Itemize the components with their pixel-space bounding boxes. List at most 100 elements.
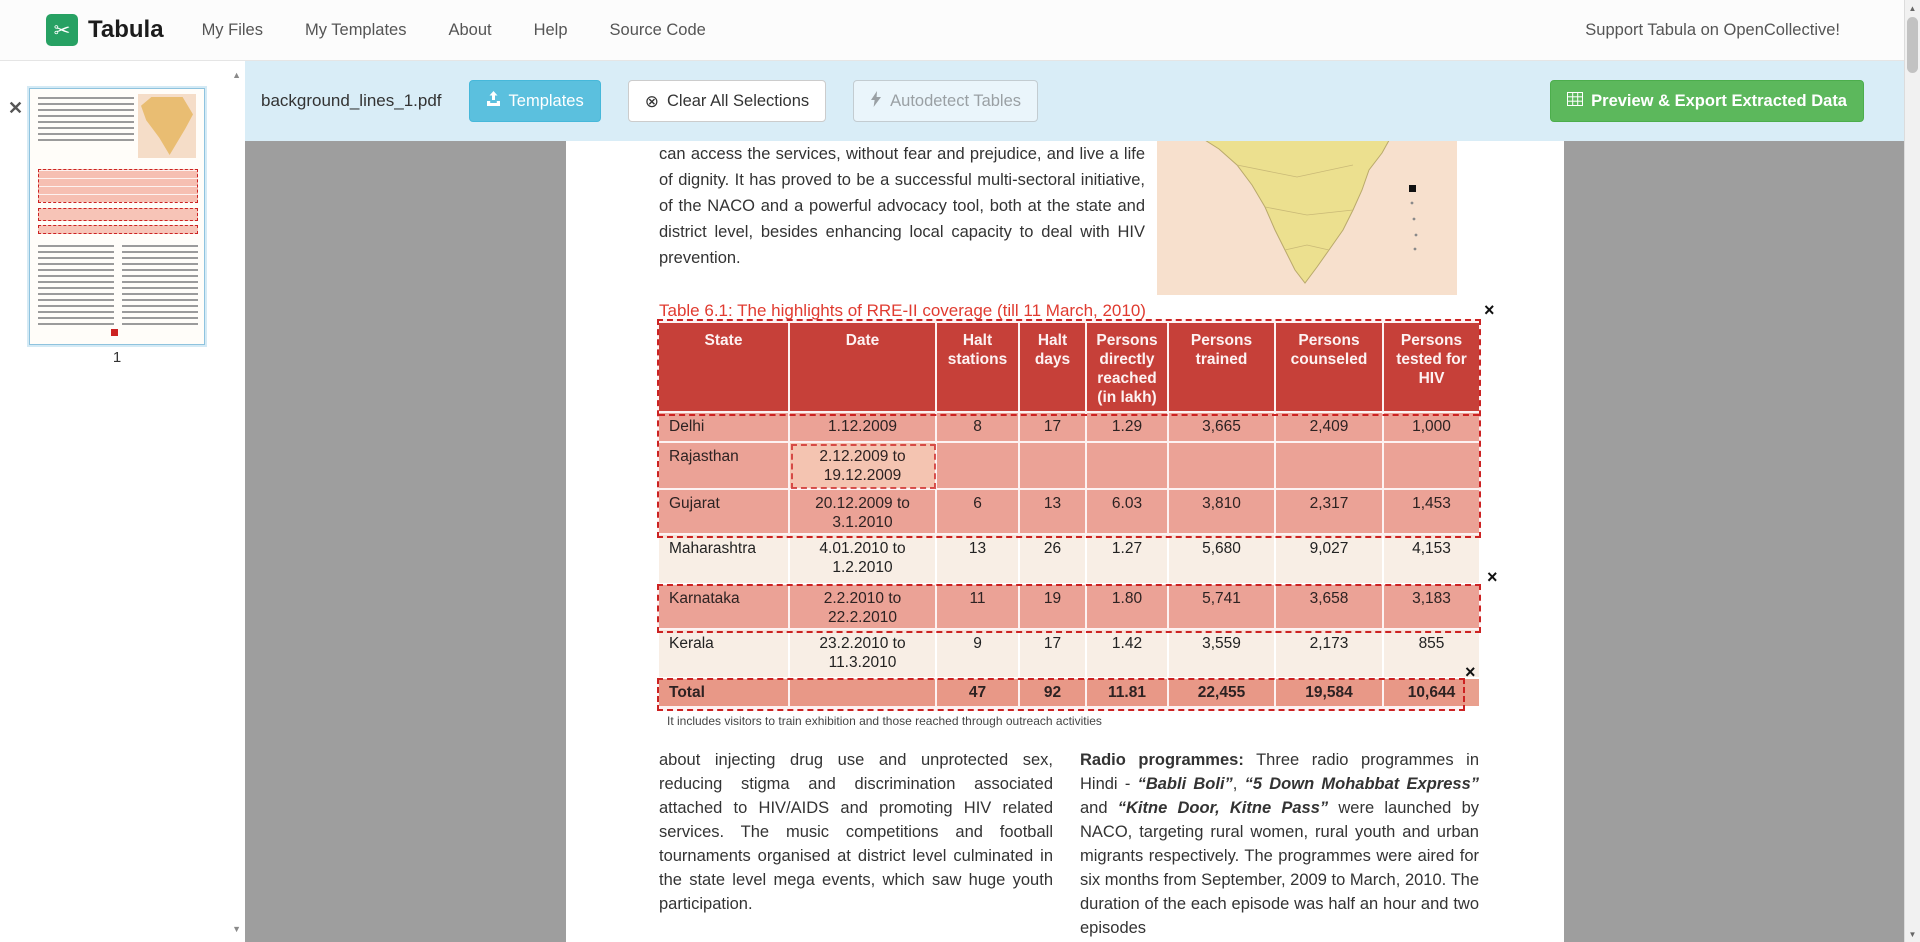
autodetect-button-label: Autodetect Tables	[890, 91, 1022, 110]
table-cell: 1,453	[1384, 490, 1479, 535]
thumbnail-selection	[38, 208, 198, 221]
table-column-header: Halt stations	[937, 323, 1020, 413]
table-cell: 11.81	[1087, 679, 1169, 708]
table-cell: 20.12.2009 to 3.1.2010	[790, 490, 937, 535]
page-thumbnail[interactable]	[29, 88, 205, 345]
scrollbar-down-icon[interactable]: ▼	[1908, 929, 1917, 939]
pdf-viewer-area: can access the services, without fear an…	[245, 141, 1904, 942]
thumbnail-marker	[111, 329, 118, 336]
remove-selection-button[interactable]: ×	[1465, 662, 1476, 682]
table-cell: 2.12.2009 to 19.12.2009	[790, 443, 937, 490]
thumbnail-text-block	[38, 97, 134, 141]
pdf-page[interactable]: can access the services, without fear an…	[566, 141, 1564, 942]
table-row: Karnataka 2.2.2010 to 22.2.2010 11 19 1.80 5,…	[659, 585, 1479, 630]
selection-divider	[659, 414, 1479, 416]
scrollbar-thumb[interactable]	[1907, 17, 1918, 73]
page-number-label: 1	[112, 349, 122, 366]
table-column-header: Persons tested for HIV	[1384, 323, 1479, 413]
page-thumbnails-sidebar: ✕ 1 ▲ ▼	[0, 61, 245, 942]
table-cell: 19	[1020, 585, 1087, 630]
table-row: Kerala 23.2.2010 to 11.3.2010 9 17 1.42 3,559…	[659, 630, 1479, 679]
top-navbar: ✂ Tabula My Files My Templates About Hel…	[0, 0, 1920, 61]
window-scrollbar[interactable]: ▲ ▼	[1904, 0, 1920, 942]
scrollbar-up-icon[interactable]: ▲	[1908, 3, 1917, 13]
tabula-logo-icon: ✂	[46, 14, 78, 46]
table-cell: 6	[937, 490, 1020, 535]
table-column-header: Persons trained	[1169, 323, 1276, 413]
filename-label: background_lines_1.pdf	[261, 91, 442, 110]
thumbnail-map-shape	[141, 97, 193, 155]
table-cell: 47	[937, 679, 1020, 708]
right-text-column: Radio programmes: Three radio programmes…	[1080, 751, 1479, 937]
autodetect-tables-button[interactable]: Autodetect Tables	[853, 80, 1039, 122]
table-column-header: Date	[790, 323, 937, 413]
table-cell: 5,680	[1169, 535, 1276, 585]
clear-selections-button[interactable]: ⊗ Clear All Selections	[627, 80, 827, 122]
table-column-header: State	[659, 323, 790, 413]
rre-coverage-table: State Date Halt stations Halt days Persons d…	[659, 323, 1479, 708]
thumbnail-map	[138, 94, 196, 158]
table-cell: 3,183	[1384, 585, 1479, 630]
table-column-header: Persons counseled	[1276, 323, 1384, 413]
table-title: Table 6.1: The highlights of RRE-II cove…	[659, 301, 1146, 320]
table-cell: Delhi	[659, 413, 790, 443]
lightning-icon	[870, 90, 882, 112]
table-cell: 9,027	[1276, 535, 1384, 585]
table-row: Rajasthan 2.12.2009 to 19.12.2009	[659, 443, 1479, 490]
remove-selection-button[interactable]: ×	[1484, 300, 1495, 320]
intro-paragraph: can access the services, without fear an…	[659, 145, 1145, 267]
table-cell: 3,658	[1276, 585, 1384, 630]
table-column-header: Persons directly reached (in lakh)	[1087, 323, 1169, 413]
table-cell: 8	[937, 413, 1020, 443]
table-cell: Total	[659, 679, 790, 708]
nav-my-files[interactable]: My Files	[201, 20, 263, 39]
left-text-column: about injecting drug use and unprotected…	[659, 751, 1053, 913]
export-button[interactable]: Preview & Export Extracted Data	[1550, 80, 1864, 122]
nav-help[interactable]: Help	[533, 20, 568, 39]
table-cell: 1.27	[1087, 535, 1169, 585]
table-cell	[790, 679, 937, 708]
india-map-figure	[1157, 141, 1457, 295]
close-page-icon[interactable]: ✕	[8, 98, 24, 118]
table-cell	[1276, 443, 1384, 490]
table-cell: 2,317	[1276, 490, 1384, 535]
table-row: Delhi 1.12.2009 8 17 1.29 3,665 2,409 1,000	[659, 413, 1479, 443]
table-cell: 19,584	[1276, 679, 1384, 708]
table-cell: 26	[1020, 535, 1087, 585]
sidebar-scroll-down-icon[interactable]: ▼	[232, 924, 241, 934]
selection-box[interactable]	[657, 584, 1481, 633]
table-cell: 1.29	[1087, 413, 1169, 443]
nav-about[interactable]: About	[448, 20, 492, 39]
templates-button[interactable]: Templates	[468, 80, 601, 122]
templates-button-label: Templates	[508, 91, 584, 110]
table-cell: Rajasthan	[659, 443, 790, 490]
table-cell	[1020, 443, 1087, 490]
table-cell: 17	[1020, 630, 1087, 679]
main-navigation: My Files My Templates About Help Source …	[202, 21, 706, 40]
remove-selection-button[interactable]: ×	[1487, 567, 1498, 587]
brand-title: Tabula	[88, 16, 164, 43]
table-cell: 2.2.2010 to 22.2.2010	[790, 585, 937, 630]
table-cell: 92	[1020, 679, 1087, 708]
toolbar: background_lines_1.pdf Templates ⊗ Clear…	[245, 61, 1904, 141]
table-cell: 4.01.2010 to 1.2.2010	[790, 535, 937, 585]
nav-source-code[interactable]: Source Code	[609, 20, 706, 39]
table-cell: 3,665	[1169, 413, 1276, 443]
table-column-header: Halt days	[1020, 323, 1087, 413]
upload-template-icon	[486, 91, 501, 111]
table-cell: 1,000	[1384, 413, 1479, 443]
table-cell: 23.2.2010 to 11.3.2010	[790, 630, 937, 679]
table-cell: 2,173	[1276, 630, 1384, 679]
thumbnail-text-column	[38, 245, 114, 325]
table-cell: 4,153	[1384, 535, 1479, 585]
table-cell	[1087, 443, 1169, 490]
support-link[interactable]: Support Tabula on OpenCollective!	[1585, 20, 1840, 39]
table-cell: 17	[1020, 413, 1087, 443]
selection-box[interactable]	[657, 678, 1465, 711]
table-row: Maharashtra 4.01.2010 to 1.2.2010 13 26 1.27…	[659, 535, 1479, 585]
sidebar-scroll-up-icon[interactable]: ▲	[232, 70, 241, 80]
nav-my-templates[interactable]: My Templates	[304, 20, 407, 39]
selection-box[interactable]	[657, 319, 1481, 538]
clear-icon: ⊗	[644, 91, 659, 111]
table-cell	[937, 443, 1020, 490]
